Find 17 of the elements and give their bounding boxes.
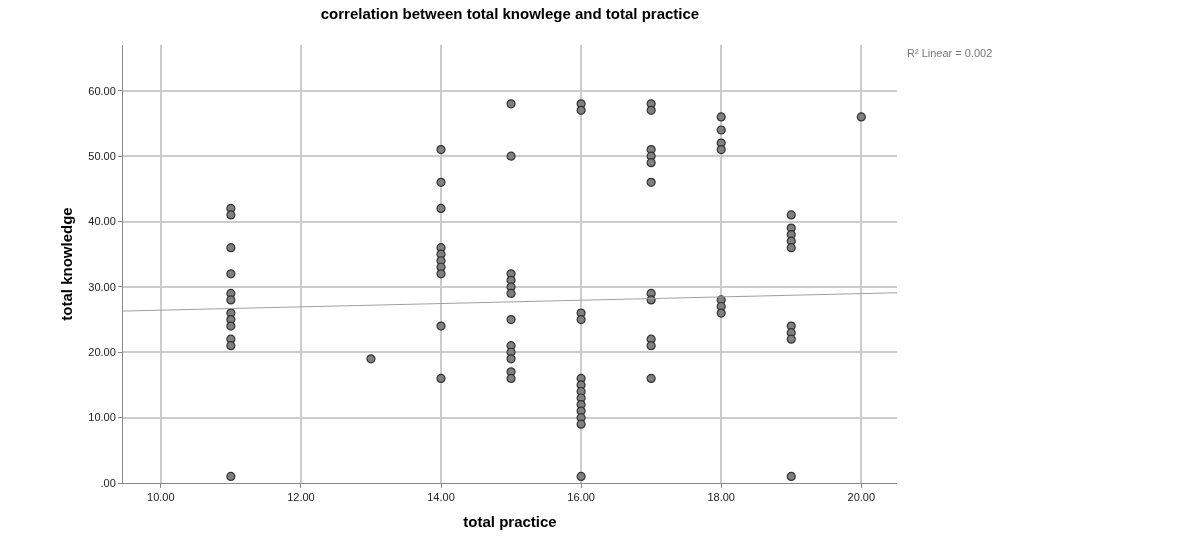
x-tick-label: 18.00 — [707, 491, 735, 504]
text: R² Linear = 0.002 — [907, 47, 993, 59]
x-tick-label: 20.00 — [847, 491, 876, 504]
y-axis-title: total knowledge — [57, 207, 75, 321]
x-tick-label: 14.00 — [427, 491, 455, 504]
y-tick-label: .00 — [100, 476, 116, 489]
y-tick-label: 50.00 — [88, 149, 116, 162]
y-tick-label: 60.00 — [88, 84, 116, 97]
y-tick-label: 30.00 — [88, 280, 116, 293]
y-tick-label: 40.00 — [88, 215, 116, 228]
y-tick-label: 20.00 — [88, 346, 116, 359]
x-tick-label: 16.00 — [567, 491, 595, 504]
chart-title: correlation between total knowlege and total practice — [320, 4, 700, 22]
x-tick-label: 10.00 — [147, 491, 175, 504]
x-axis-title: total practice — [463, 513, 557, 531]
y-tick-label: 10.00 — [88, 411, 116, 424]
x-tick-label: 12.00 — [287, 491, 315, 504]
